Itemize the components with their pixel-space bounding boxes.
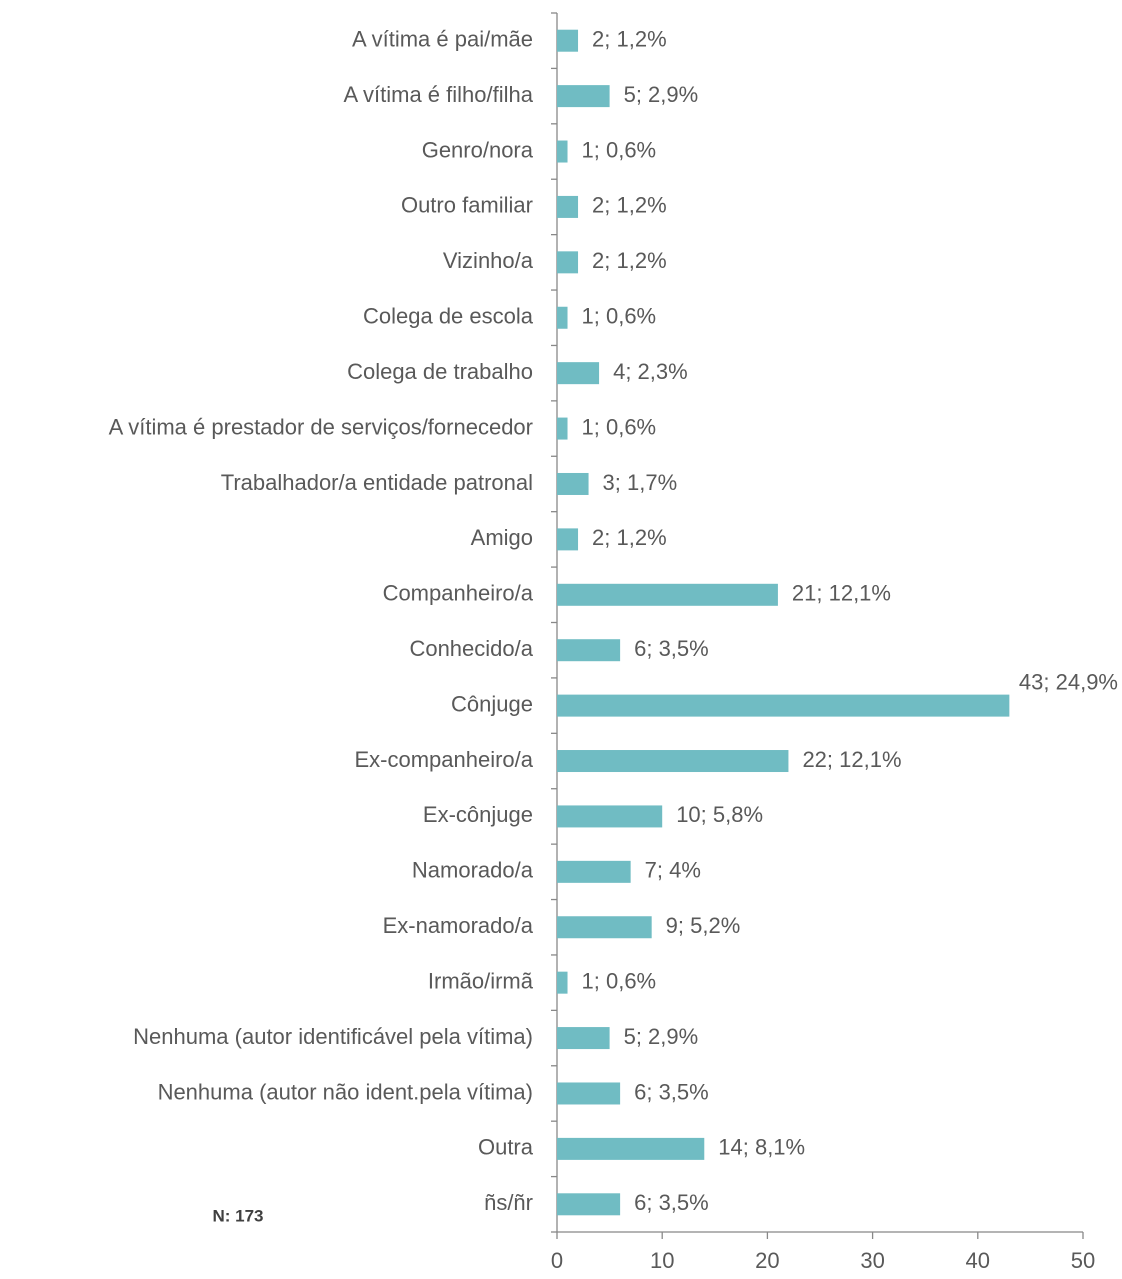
data-label: 5; 2,9% [624,1024,699,1049]
x-tick-label: 40 [966,1248,990,1273]
bar [557,916,652,939]
bar [557,971,568,994]
category-label: ñs/ñr [484,1190,533,1215]
category-label: A vítima é filho/filha [343,82,533,107]
x-tick-label: 30 [860,1248,884,1273]
data-label: 2; 1,2% [592,248,667,273]
category-label: Irmão/irmã [428,968,534,993]
bar [557,750,789,773]
category-label: Trabalhador/a entidade patronal [221,470,533,495]
bar [557,472,589,495]
bar [557,639,621,662]
category-label: Outra [478,1135,534,1160]
data-label: 1; 0,6% [582,304,657,329]
data-label: 6; 3,5% [634,636,709,661]
bar [557,1082,621,1105]
category-label: A vítima é pai/mãe [352,27,533,52]
bar [557,85,610,108]
category-label: Outro familiar [401,193,533,218]
bar [557,1027,610,1050]
data-label: 4; 2,3% [613,359,688,384]
category-label: Conhecido/a [409,636,533,661]
data-label: 1; 0,6% [582,137,657,162]
bar [557,195,579,218]
bar [557,1193,621,1216]
data-label: 3; 1,7% [603,470,678,495]
x-tick-label: 0 [551,1248,563,1273]
annotation: N: 173 [212,1206,263,1225]
bar [557,694,1010,717]
category-label: A vítima é prestador de serviços/fornece… [109,414,533,439]
x-tick-label: 20 [755,1248,779,1273]
data-label: 14; 8,1% [718,1135,805,1160]
data-label: 22; 12,1% [802,747,901,772]
data-label: 7; 4% [645,858,701,883]
bar [557,860,631,883]
bar [557,417,568,440]
bar [557,251,579,274]
bar [557,29,579,52]
category-label: Nenhuma (autor não ident.pela vítima) [158,1079,533,1104]
data-label: 6; 3,5% [634,1079,709,1104]
data-label: 10; 5,8% [676,802,763,827]
data-label: 6; 3,5% [634,1190,709,1215]
x-tick-label: 50 [1071,1248,1095,1273]
data-label: 21; 12,1% [792,581,891,606]
x-tick-label: 10 [650,1248,674,1273]
data-label: 2; 1,2% [592,193,667,218]
category-label: Namorado/a [412,858,534,883]
bar [557,1137,705,1160]
category-label: Vizinho/a [443,248,534,273]
category-label: Companheiro/a [383,581,534,606]
category-label: Amigo [471,525,533,550]
data-label: 9; 5,2% [666,913,741,938]
bar [557,362,600,385]
data-label: 2; 1,2% [592,525,667,550]
category-label: Colega de escola [363,304,534,329]
bar [557,306,568,329]
data-label: 2; 1,2% [592,27,667,52]
bar [557,583,778,606]
category-label: Ex-companheiro/a [354,747,533,772]
category-label: Genro/nora [422,137,534,162]
category-label: Ex-cônjuge [423,802,533,827]
bar [557,528,579,551]
bar [557,805,663,828]
data-label: 43; 24,9% [1019,669,1118,694]
category-label: Ex-namorado/a [383,913,534,938]
category-label: Nenhuma (autor identificável pela vítima… [133,1024,533,1049]
data-label: 5; 2,9% [624,82,699,107]
category-label: Cônjuge [451,691,533,716]
data-label: 1; 0,6% [582,968,657,993]
category-label: Colega de trabalho [347,359,533,384]
data-label: 1; 0,6% [582,414,657,439]
bar [557,140,568,163]
